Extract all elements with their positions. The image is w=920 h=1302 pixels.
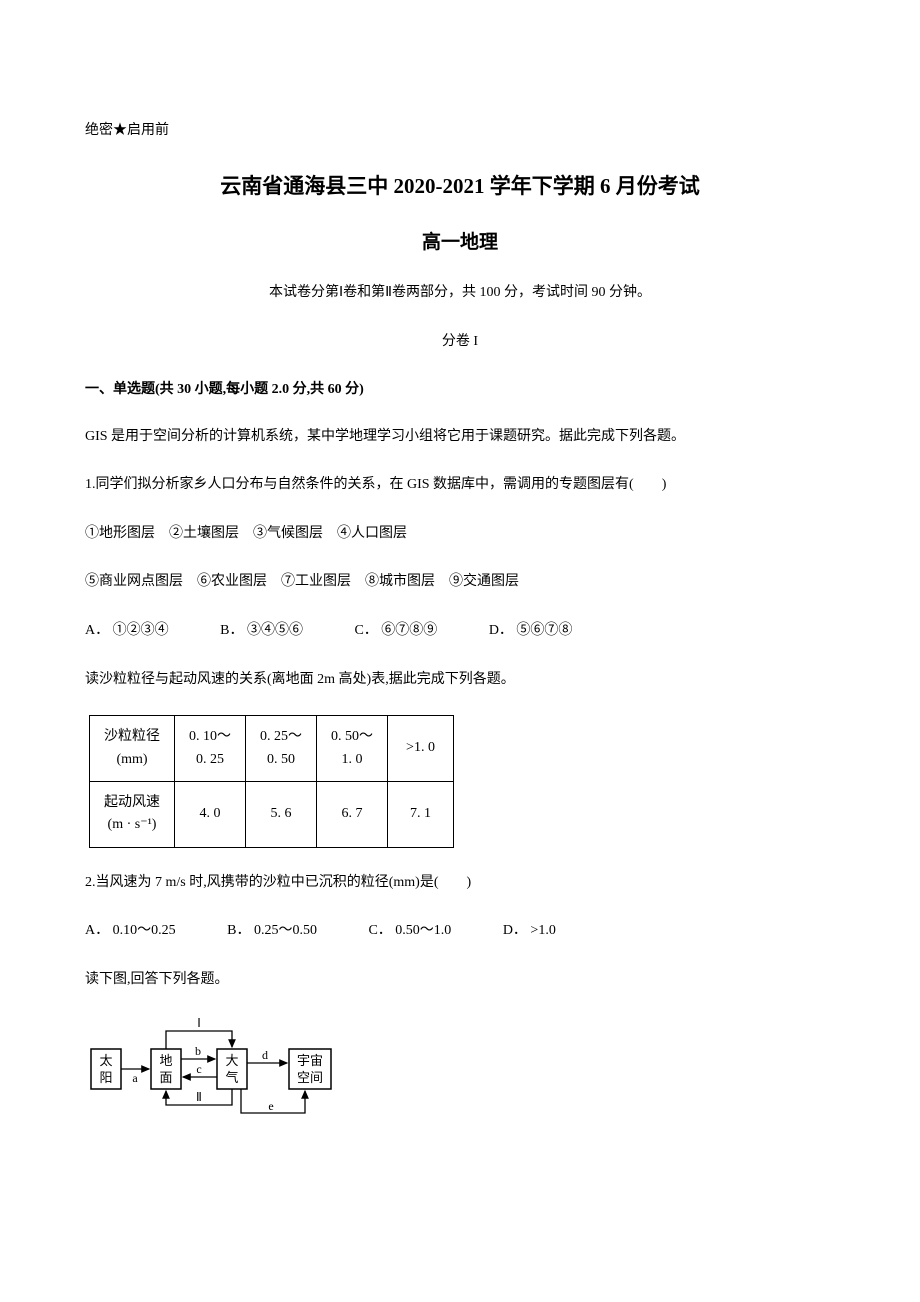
diagram-svg: 太 阳 地 面 大 气 宇宙 空间 a b c d Ⅰ Ⅱ e — [89, 1015, 349, 1125]
label-a: a — [132, 1071, 138, 1085]
table-row: 起动风速 (m · s⁻¹) 4. 0 5. 6 6. 7 7. 1 — [90, 781, 454, 847]
box-ground-l2: 面 — [159, 1070, 172, 1085]
label-ii: Ⅱ — [196, 1090, 202, 1104]
table-cell: 5. 6 — [246, 781, 317, 847]
table-cell: 0. 50～ 1. 0 — [317, 716, 388, 782]
q1-options: A． ①②③④ B． ③④⑤⑥ C． ⑥⑦⑧⑨ D． ⑤⑥⑦⑧ — [85, 618, 835, 645]
section-label: 分卷 I — [85, 331, 835, 353]
box-space-l1: 宇宙 — [297, 1053, 323, 1068]
q2-option-a: A． 0.10～0.25 — [85, 918, 176, 945]
cell-line2: 1. 0 — [342, 752, 363, 767]
cell-line1: 起动风速 — [104, 795, 160, 810]
cell-line2: (m · s⁻¹) — [108, 817, 157, 832]
q1-option-c: C． ⑥⑦⑧⑨ — [354, 618, 437, 645]
table-cell: 7. 1 — [388, 781, 454, 847]
exam-info: 本试卷分第Ⅰ卷和第Ⅱ卷两部分，共 100 分，考试时间 90 分钟。 — [85, 282, 835, 304]
question-2: 2.当风速为 7 m/s 时,风携带的沙粒中已沉积的粒径(mm)是( ) — [85, 870, 835, 897]
table-cell: 0. 10～ 0. 25 — [175, 716, 246, 782]
q1-option-a: A． ①②③④ — [85, 618, 169, 645]
table-cell: >1. 0 — [388, 716, 454, 782]
cell-line1: 0. 25～ — [260, 729, 302, 744]
q2-options: A． 0.10～0.25 B． 0.25～0.50 C． 0.50～1.0 D．… — [85, 918, 835, 945]
q2-option-c: C． 0.50～1.0 — [368, 918, 451, 945]
q1-layers-line1: ①地形图层 ②土壤图层 ③气候图层 ④人口图层 — [85, 521, 835, 548]
label-b: b — [195, 1044, 201, 1058]
cell-line2: 0. 25 — [196, 752, 224, 767]
section-heading: 一、单选题(共 30 小题,每小题 2.0 分,共 60 分) — [85, 379, 835, 401]
table-cell: 0. 25～ 0. 50 — [246, 716, 317, 782]
label-i: Ⅰ — [197, 1016, 201, 1030]
exam-subtitle: 高一地理 — [85, 228, 835, 258]
label-e: e — [268, 1099, 273, 1113]
q2-option-b: B． 0.25～0.50 — [227, 918, 317, 945]
cell-line1: 沙粒粒径 — [104, 729, 160, 744]
intro-diagram: 读下图,回答下列各题。 — [85, 967, 835, 994]
box-space-l2: 空间 — [297, 1070, 323, 1085]
box-sun-l1: 太 — [99, 1053, 112, 1068]
q2-option-d: D． >1.0 — [503, 918, 556, 945]
q1-option-b: B． ③④⑤⑥ — [220, 618, 303, 645]
intro-sand-table: 读沙粒粒径与起动风速的关系(离地面 2m 高处)表,据此完成下列各题。 — [85, 667, 835, 694]
table-cell: 沙粒粒径 (mm) — [90, 716, 175, 782]
box-air-l2: 气 — [225, 1070, 238, 1085]
table-cell: 6. 7 — [317, 781, 388, 847]
cell-line1: 0. 10～ — [189, 729, 231, 744]
confidential-note: 绝密★启用前 — [85, 120, 835, 142]
cell-line2: (mm) — [116, 752, 147, 767]
q1-layers-line2: ⑤商业网点图层 ⑥农业图层 ⑦工业图层 ⑧城市图层 ⑨交通图层 — [85, 569, 835, 596]
intro-gis: GIS 是用于空间分析的计算机系统，某中学地理学习小组将它用于课题研究。据此完成… — [85, 424, 835, 451]
label-d: d — [262, 1048, 268, 1062]
cell-line1: 0. 50～ — [331, 729, 373, 744]
sand-table: 沙粒粒径 (mm) 0. 10～ 0. 25 0. 25～ 0. 50 0. 5… — [89, 715, 454, 848]
box-air-l1: 大 — [225, 1053, 238, 1068]
table-cell: 起动风速 (m · s⁻¹) — [90, 781, 175, 847]
cell-line2: 0. 50 — [267, 752, 295, 767]
table-cell: 4. 0 — [175, 781, 246, 847]
exam-title: 云南省通海县三中 2020-2021 学年下学期 6 月份考试 — [85, 170, 835, 204]
question-1: 1.同学们拟分析家乡人口分布与自然条件的关系，在 GIS 数据库中，需调用的专题… — [85, 472, 835, 499]
label-c: c — [196, 1062, 201, 1076]
table-row: 沙粒粒径 (mm) 0. 10～ 0. 25 0. 25～ 0. 50 0. 5… — [90, 716, 454, 782]
q1-option-d: D． ⑤⑥⑦⑧ — [489, 618, 573, 645]
box-ground-l1: 地 — [159, 1053, 172, 1068]
energy-flow-diagram: 太 阳 地 面 大 气 宇宙 空间 a b c d Ⅰ Ⅱ e — [89, 1015, 835, 1133]
box-sun-l2: 阳 — [99, 1070, 112, 1085]
